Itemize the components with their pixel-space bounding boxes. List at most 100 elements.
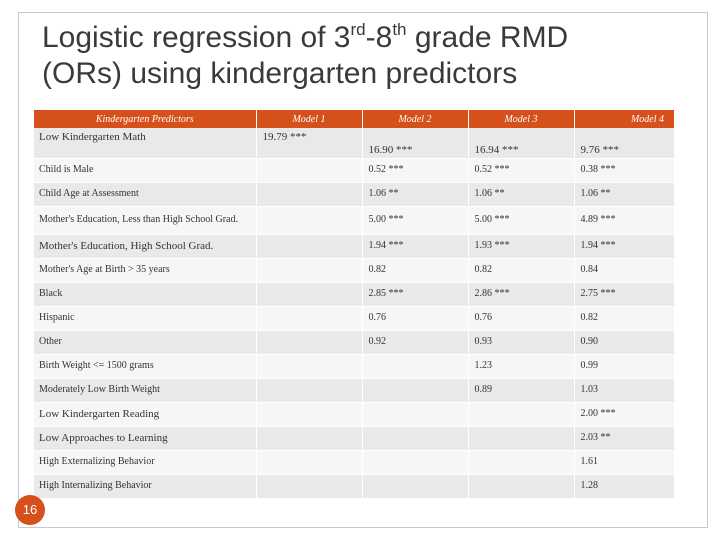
model-3-cell: 0.52 *** bbox=[468, 158, 575, 183]
model-2-cell: 16.90 *** bbox=[362, 128, 469, 159]
table-row: Low Kindergarten Math 19.79 *** 16.90 **… bbox=[34, 128, 675, 159]
model-2-cell bbox=[362, 426, 469, 451]
model-3-cell bbox=[468, 474, 575, 499]
model-4-cell: 0.38 *** bbox=[574, 158, 675, 183]
model-4-cell: 9.76 *** bbox=[574, 128, 675, 159]
model-2-cell bbox=[362, 378, 469, 403]
title-line1-middle: -8 bbox=[365, 21, 393, 54]
title-superscript-rd: rd bbox=[350, 20, 366, 39]
model-3-cell: 5.00 *** bbox=[468, 206, 575, 235]
table-row: Mother's Age at Birth > 35 years 0.82 0.… bbox=[34, 258, 675, 283]
page-number-badge: 16 bbox=[15, 495, 45, 525]
model-2-cell: 0.82 bbox=[362, 258, 469, 283]
header-model-2: Model 2 bbox=[362, 110, 469, 128]
odds-ratio-table: Kindergarten Predictors Model 1 Model 2 … bbox=[34, 110, 675, 499]
model-2-cell bbox=[362, 354, 469, 379]
model-2-cell: 0.52 *** bbox=[362, 158, 469, 183]
model-2-cell bbox=[362, 450, 469, 475]
slide-title: Logistic regression of 3rd-8th grade RMD… bbox=[42, 20, 682, 92]
table-row: Other 0.92 0.93 0.90 bbox=[34, 330, 675, 355]
model-3-cell: 0.82 bbox=[468, 258, 575, 283]
model-1-cell bbox=[256, 182, 363, 207]
model-2-cell: 0.76 bbox=[362, 306, 469, 331]
predictor-cell: Low Kindergarten Math bbox=[34, 128, 257, 159]
predictor-cell: Mother's Age at Birth > 35 years bbox=[34, 258, 257, 283]
table-row: Child is Male 0.52 *** 0.52 *** 0.38 *** bbox=[34, 158, 675, 183]
model-2-cell bbox=[362, 474, 469, 499]
model-2-cell: 0.92 bbox=[362, 330, 469, 355]
model-4-cell: 1.28 bbox=[574, 474, 675, 499]
table-row: Mother's Education, Less than High Schoo… bbox=[34, 206, 675, 235]
predictor-cell: High Internalizing Behavior bbox=[34, 474, 257, 499]
model-1-cell bbox=[256, 330, 363, 355]
table-row: High Externalizing Behavior 1.61 bbox=[34, 450, 675, 475]
header-model-4: Model 4 bbox=[574, 110, 674, 128]
model-3-cell: 16.94 *** bbox=[468, 128, 575, 159]
model-4-cell: 4.89 *** bbox=[574, 206, 675, 235]
table-row: Low Kindergarten Reading 2.00 *** bbox=[34, 402, 675, 427]
model-4-cell: 2.03 ** bbox=[574, 426, 675, 451]
model-4-cell: 0.99 bbox=[574, 354, 675, 379]
predictor-cell: Black bbox=[34, 282, 257, 307]
model-1-cell bbox=[256, 402, 363, 427]
predictor-cell: Hispanic bbox=[34, 306, 257, 331]
table-row: Mother's Education, High School Grad. 1.… bbox=[34, 234, 675, 259]
model-4-cell: 0.84 bbox=[574, 258, 675, 283]
model-2-cell bbox=[362, 402, 469, 427]
title-line1-prefix: Logistic regression of 3 bbox=[42, 21, 351, 54]
predictor-cell: Moderately Low Birth Weight bbox=[34, 378, 257, 403]
model-1-cell bbox=[256, 206, 363, 235]
model-1-cell bbox=[256, 450, 363, 475]
model-2-cell: 5.00 *** bbox=[362, 206, 469, 235]
model-1-cell bbox=[256, 234, 363, 259]
model-1-cell bbox=[256, 426, 363, 451]
predictor-cell: Low Kindergarten Reading bbox=[34, 402, 257, 427]
model-1-cell bbox=[256, 282, 363, 307]
model-1-cell bbox=[256, 378, 363, 403]
slide-frame bbox=[18, 12, 708, 528]
model-4-cell: 2.75 *** bbox=[574, 282, 675, 307]
predictor-cell: Child Age at Assessment bbox=[34, 182, 257, 207]
table-row: Black 2.85 *** 2.86 *** 2.75 *** bbox=[34, 282, 675, 307]
table-row: Moderately Low Birth Weight 0.89 1.03 bbox=[34, 378, 675, 403]
model-1-cell bbox=[256, 474, 363, 499]
table-row: Birth Weight <= 1500 grams 1.23 0.99 bbox=[34, 354, 675, 379]
model-1-cell: 19.79 *** bbox=[256, 128, 363, 159]
model-4-cell: 0.82 bbox=[574, 306, 675, 331]
model-3-cell: 1.93 *** bbox=[468, 234, 575, 259]
model-4-cell: 0.90 bbox=[574, 330, 675, 355]
model-3-cell bbox=[468, 402, 575, 427]
model-1-cell bbox=[256, 258, 363, 283]
model-3-cell bbox=[468, 450, 575, 475]
table-row: High Internalizing Behavior 1.28 bbox=[34, 474, 675, 499]
model-1-cell bbox=[256, 158, 363, 183]
model-3-cell: 1.06 ** bbox=[468, 182, 575, 207]
model-4-cell: 1.61 bbox=[574, 450, 675, 475]
model-2-cell: 2.85 *** bbox=[362, 282, 469, 307]
header-model-3: Model 3 bbox=[468, 110, 575, 128]
table-row: Low Approaches to Learning 2.03 ** bbox=[34, 426, 675, 451]
predictor-cell: Low Approaches to Learning bbox=[34, 426, 257, 451]
title-line2: (ORs) using kindergarten predictors bbox=[42, 57, 518, 90]
table-row: Child Age at Assessment 1.06 ** 1.06 ** … bbox=[34, 182, 675, 207]
title-superscript-th: th bbox=[392, 20, 407, 39]
page-number: 16 bbox=[22, 502, 38, 517]
model-4-cell: 2.00 *** bbox=[574, 402, 675, 427]
model-3-cell: 0.93 bbox=[468, 330, 575, 355]
model-4-cell: 1.06 ** bbox=[574, 182, 675, 207]
predictor-cell: Mother's Education, High School Grad. bbox=[34, 234, 257, 259]
model-2-cell: 1.06 ** bbox=[362, 182, 469, 207]
model-3-cell: 0.76 bbox=[468, 306, 575, 331]
model-3-cell: 0.89 bbox=[468, 378, 575, 403]
table-header-row: Kindergarten Predictors Model 1 Model 2 … bbox=[34, 110, 674, 128]
predictor-cell: Child is Male bbox=[34, 158, 257, 183]
table-row: Hispanic 0.76 0.76 0.82 bbox=[34, 306, 675, 331]
model-4-cell: 1.94 *** bbox=[574, 234, 675, 259]
predictor-cell: High Externalizing Behavior bbox=[34, 450, 257, 475]
model-4-cell: 1.03 bbox=[574, 378, 675, 403]
model-1-cell bbox=[256, 306, 363, 331]
header-model-1: Model 1 bbox=[256, 110, 363, 128]
header-predictors: Kindergarten Predictors bbox=[34, 110, 257, 128]
predictor-cell: Birth Weight <= 1500 grams bbox=[34, 354, 257, 379]
model-2-cell: 1.94 *** bbox=[362, 234, 469, 259]
